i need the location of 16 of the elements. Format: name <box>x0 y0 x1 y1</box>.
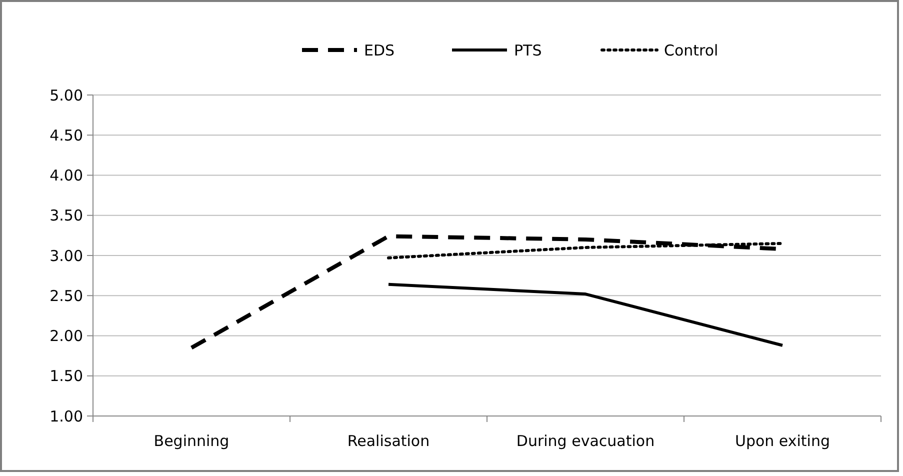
legend-label: PTS <box>514 41 542 60</box>
y-tick-label: 4.00 <box>50 166 83 184</box>
y-tick-label: 4.50 <box>50 126 83 144</box>
x-tick-label: During evacuation <box>516 432 655 450</box>
y-tick-label: 1.00 <box>50 407 83 426</box>
y-tick-label: 3.50 <box>50 206 83 225</box>
legend-label: EDS <box>364 41 395 60</box>
y-tick-label: 3.00 <box>50 246 83 265</box>
y-tick-label: 2.00 <box>50 327 83 345</box>
y-tick-label: 5.00 <box>50 86 83 104</box>
legend-label: Control <box>664 41 718 60</box>
x-tick-label: Upon exiting <box>734 432 830 450</box>
y-tick-label: 2.50 <box>50 286 83 305</box>
x-tick-label: Beginning <box>154 432 230 450</box>
y-tick-label: 1.50 <box>50 367 83 386</box>
x-tick-label: Realisation <box>347 432 430 450</box>
